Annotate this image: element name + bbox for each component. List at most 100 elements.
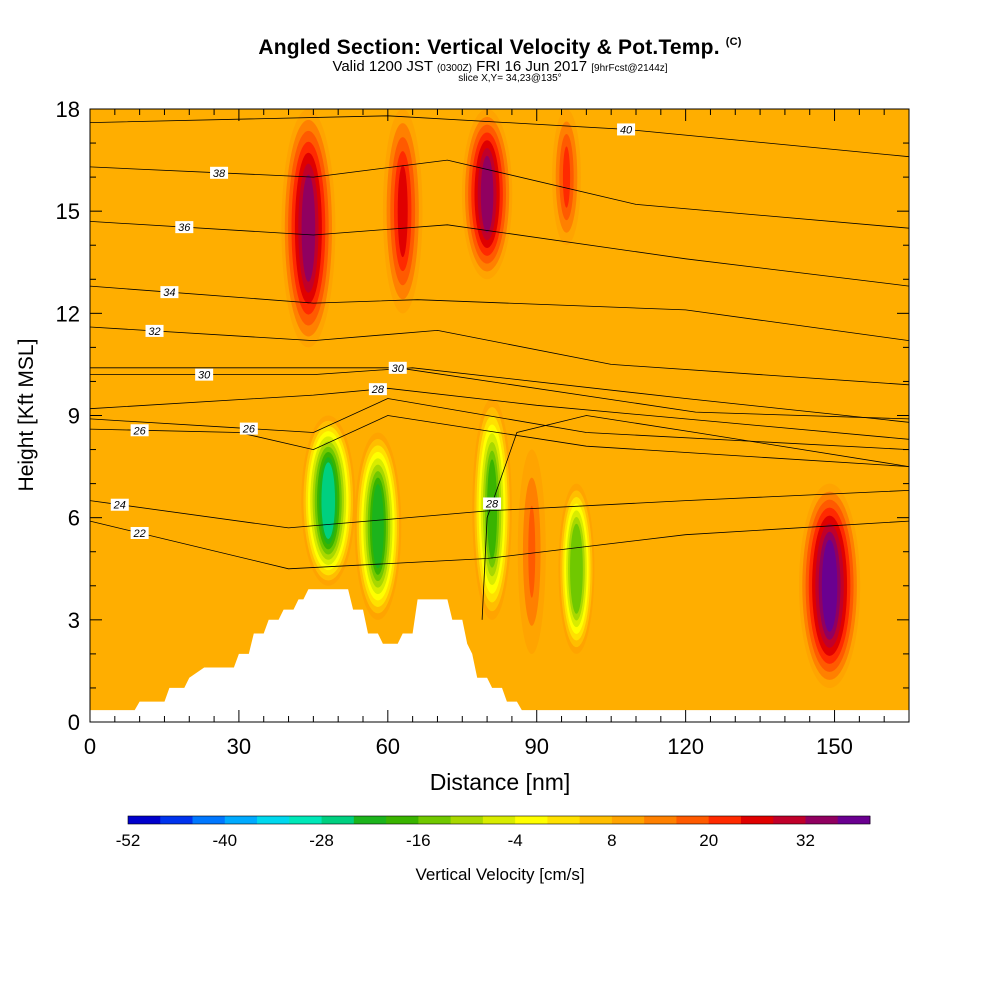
x-tick-label: 150 [816, 734, 853, 759]
isentrope-line [90, 221, 909, 287]
isentrope-label: 28 [371, 384, 385, 396]
colorbar-swatch [515, 816, 548, 824]
colorbar-swatch [547, 816, 581, 824]
isentrope-label: 32 [148, 326, 160, 338]
y-tick-label: 6 [68, 506, 80, 531]
velocity-features [281, 109, 861, 688]
x-tick-label: 90 [524, 734, 548, 759]
isentrope-labels: 22 24 26 26 28 28 30 30 32 34 36 38 40 [110, 123, 636, 540]
isentrope-label-bg [145, 324, 164, 337]
x-tick-label: 60 [376, 734, 400, 759]
colorbar-swatch [257, 816, 290, 824]
slice-label: slice X,Y= 34,23@135° [458, 73, 562, 84]
colorbar-swatch [708, 816, 742, 824]
velocity-cell-8 [528, 505, 536, 598]
isentrope-label: 30 [392, 363, 405, 375]
colorbar-swatch [289, 816, 322, 824]
isentrope-label-bg [210, 166, 229, 179]
colorbar-swatch [611, 816, 645, 824]
velocity-cell-0 [301, 174, 316, 282]
x-axis-label: Distance [nm] [430, 769, 571, 795]
velocity-cell-5 [371, 484, 384, 569]
velocity-cell-1 [397, 165, 408, 258]
y-axis-label: Height [Kft MSL] [15, 339, 38, 492]
velocity-cell-3 [562, 146, 571, 208]
isentrope-label: 22 [133, 528, 146, 540]
isentrope-label: 24 [113, 500, 126, 512]
isentrope-line [90, 159, 909, 229]
isentrope-label: 38 [213, 168, 226, 180]
isentrope-label-bg [160, 286, 179, 299]
velocity-cell-7 [571, 530, 581, 608]
y-tick-label: 12 [56, 301, 80, 326]
colorbar-tick-label: -16 [406, 831, 431, 850]
isentrope-line [90, 520, 909, 570]
colorbar-swatch [224, 816, 258, 824]
colorbar-swatch [128, 816, 161, 824]
isentrope-label: 30 [198, 370, 211, 382]
colorbar-tick-label: 20 [699, 831, 718, 850]
isentrope-label: 40 [620, 124, 633, 136]
colorbar-swatch [805, 816, 839, 824]
x-tick-label: 0 [84, 734, 96, 759]
isentrope-label-bg [195, 368, 214, 381]
isentrope-label: 28 [485, 498, 499, 510]
colorbar-swatch [579, 816, 613, 824]
chart-title: Angled Section: Vertical Velocity & Pot.… [258, 36, 742, 59]
colorbar-swatch [353, 816, 387, 824]
isentrope-label-bg [110, 498, 129, 511]
colorbar-tick-label: -4 [508, 831, 523, 850]
colorbar-swatch [644, 816, 677, 824]
colorbar-swatch [321, 816, 355, 824]
velocity-cell-4 [321, 462, 336, 539]
y-tick-label: 18 [56, 97, 80, 122]
velocity-cell-9 [821, 539, 838, 632]
colorbar-tick-label: 8 [607, 831, 616, 850]
x-tick-label: 30 [227, 734, 251, 759]
title-block: Angled Section: Vertical Velocity & Pot.… [0, 36, 1000, 84]
colorbar: -52 -40 -28 -16 -4 8 20 32 [116, 815, 871, 850]
isentrope-line [481, 415, 909, 620]
isentrope-line [90, 398, 909, 450]
colorbar-swatch [418, 816, 452, 824]
y-tick-label: 9 [68, 404, 80, 429]
isentrope-label-bg [617, 123, 636, 136]
terrain-mask [90, 589, 909, 722]
isentrope-line [90, 490, 909, 529]
colorbar-swatch [192, 816, 226, 824]
y-tick-label: 0 [68, 710, 80, 735]
colorbar-swatch [773, 816, 806, 824]
isentrope-line [90, 367, 909, 420]
colorbar-swatch [676, 816, 710, 824]
chart-subtitle: Valid 1200 JST (0300Z) FRI 16 Jun 2017 [… [332, 58, 668, 75]
velocity-cell-2 [480, 155, 494, 233]
y-tick-label: 15 [56, 199, 80, 224]
colorbar-swatch [160, 816, 193, 824]
isentrope-line [90, 326, 909, 386]
colorbar-frame [127, 815, 871, 825]
isentrope-label-bg [368, 383, 387, 396]
isentrope-line [90, 387, 909, 440]
isentrope-label-bg [175, 221, 194, 234]
colorbar-swatch [450, 816, 484, 824]
colorbar-tick-label: 32 [796, 831, 815, 850]
colorbar-swatch [740, 816, 774, 824]
isentrope-line [90, 367, 909, 423]
isentrope-label: 26 [242, 424, 256, 436]
isentrope-label: 26 [133, 425, 147, 437]
isentrope-label-bg [483, 497, 502, 510]
colorbar-label: Vertical Velocity [cm/s] [415, 865, 584, 884]
isentrope-label-bg [130, 424, 149, 437]
plot-area [90, 109, 909, 722]
colorbar-tick-label: -40 [212, 831, 237, 850]
isentrope-label: 36 [178, 222, 191, 234]
isentrope-line [90, 285, 909, 341]
isentrope-label-bg [130, 526, 149, 539]
colorbar-tick-label: -52 [116, 831, 141, 850]
isentrope-label-bg [388, 361, 407, 374]
colorbar-swatch [837, 816, 871, 824]
colorbar-swatch [482, 816, 516, 824]
colorbar-swatch [386, 816, 419, 824]
